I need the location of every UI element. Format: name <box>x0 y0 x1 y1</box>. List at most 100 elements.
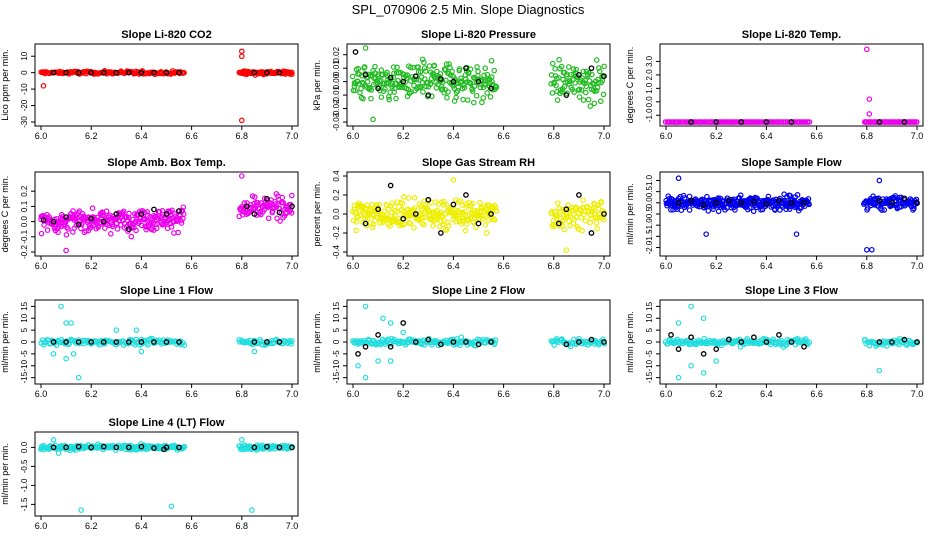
data-point <box>475 72 481 79</box>
mean-point <box>700 202 707 208</box>
y-tick-label: 15 <box>20 301 29 310</box>
mean-point <box>713 199 720 206</box>
mean-point <box>264 69 270 76</box>
data-point <box>405 195 412 201</box>
data-point <box>418 84 424 91</box>
data-point <box>593 88 600 94</box>
mean-point <box>750 198 757 205</box>
data-point <box>441 66 448 72</box>
mean-point <box>750 334 757 341</box>
data-point-outlier <box>713 358 720 364</box>
mean-point <box>576 192 582 198</box>
plot-frame <box>659 43 924 127</box>
y-axis-label: ml/min per min. <box>625 311 635 373</box>
mean-point <box>88 215 95 222</box>
data-point <box>60 213 66 220</box>
data-point-outlier <box>863 246 870 253</box>
x-tick-label: 6.0 <box>35 389 48 399</box>
y-tick-label: 10 <box>332 313 341 322</box>
data-series <box>662 303 921 381</box>
data-point <box>272 201 279 207</box>
data-point-outlier <box>387 358 394 364</box>
chart-title: Slope Gas Stream RH <box>422 157 535 169</box>
x-tick-label: 6.8 <box>236 261 249 271</box>
data-point <box>357 212 364 219</box>
y-tick-label: 10 <box>20 51 29 60</box>
data-point <box>469 200 476 207</box>
mean-point <box>163 339 170 345</box>
y-tick-label: -1.0 <box>645 108 654 122</box>
data-point <box>596 65 602 71</box>
x-tick-label: 6.4 <box>135 521 148 531</box>
data-point <box>493 208 500 214</box>
data-point-outlier <box>876 367 883 374</box>
data-point <box>41 222 47 228</box>
data-point <box>38 230 45 237</box>
data-point-outlier <box>866 111 873 117</box>
data-point <box>114 226 121 232</box>
mean-point <box>63 69 69 76</box>
data-point <box>63 232 70 238</box>
data-point <box>484 90 490 96</box>
data-point <box>445 89 451 95</box>
data-point <box>181 443 188 450</box>
data-point <box>483 230 490 236</box>
plot-frame <box>346 43 611 127</box>
mean-point <box>889 199 895 206</box>
data-point-outlier <box>688 303 694 310</box>
data-point <box>488 57 495 64</box>
y-tick-label: 10 <box>20 313 29 322</box>
chart-title: Slope Li-820 Temp. <box>742 29 841 41</box>
data-point <box>421 65 428 71</box>
data-point <box>443 77 449 84</box>
data-point <box>411 205 418 211</box>
data-point <box>453 219 460 225</box>
data-point <box>368 87 375 93</box>
data-point-outlier <box>63 355 69 362</box>
mean-point <box>713 346 720 352</box>
y-axis-label: ml/min per min. <box>625 183 635 245</box>
data-point <box>491 202 498 209</box>
mean-point <box>375 85 381 92</box>
mean-point <box>50 218 57 225</box>
data-point-outlier <box>869 246 875 253</box>
y-tick-label: -0.02 <box>332 99 341 118</box>
plot-frame <box>34 171 299 257</box>
mean-point <box>362 220 369 227</box>
mean-point <box>113 69 120 76</box>
mean-point <box>113 339 120 345</box>
data-point <box>411 225 417 231</box>
mean-point <box>50 339 57 345</box>
mean-point <box>412 73 419 80</box>
mean-point <box>88 69 95 76</box>
data-point-outlier <box>239 436 245 443</box>
y-tick-label: 0.2 <box>20 185 29 197</box>
mean-point <box>151 69 157 76</box>
data-point <box>422 214 428 221</box>
data-point <box>470 99 477 106</box>
x-tick-label: 7.0 <box>286 389 299 399</box>
data-point-outlier <box>876 177 883 184</box>
data-point <box>289 338 295 344</box>
data-series <box>38 436 296 513</box>
mean-point <box>289 444 295 451</box>
y-tick-label: -10 <box>332 359 341 371</box>
data-point <box>565 64 572 70</box>
data-point <box>138 209 145 215</box>
x-tick-label: 6.4 <box>760 261 773 271</box>
data-point <box>398 206 405 212</box>
data-point <box>389 200 395 207</box>
mean-point <box>763 119 770 125</box>
mean-point <box>387 74 394 81</box>
y-tick-label: -1.5 <box>20 497 29 511</box>
y-tick-label: 0.02 <box>332 46 341 62</box>
mean-point <box>725 336 732 343</box>
data-point-outlier <box>362 374 369 381</box>
data-point-outlier <box>78 507 84 513</box>
data-point-outlier <box>239 53 245 60</box>
y-axis-label: ml/min per min. <box>312 311 322 373</box>
data-point <box>289 69 295 76</box>
mean-point <box>100 339 107 345</box>
mean-point <box>362 72 369 78</box>
data-point <box>579 227 585 234</box>
